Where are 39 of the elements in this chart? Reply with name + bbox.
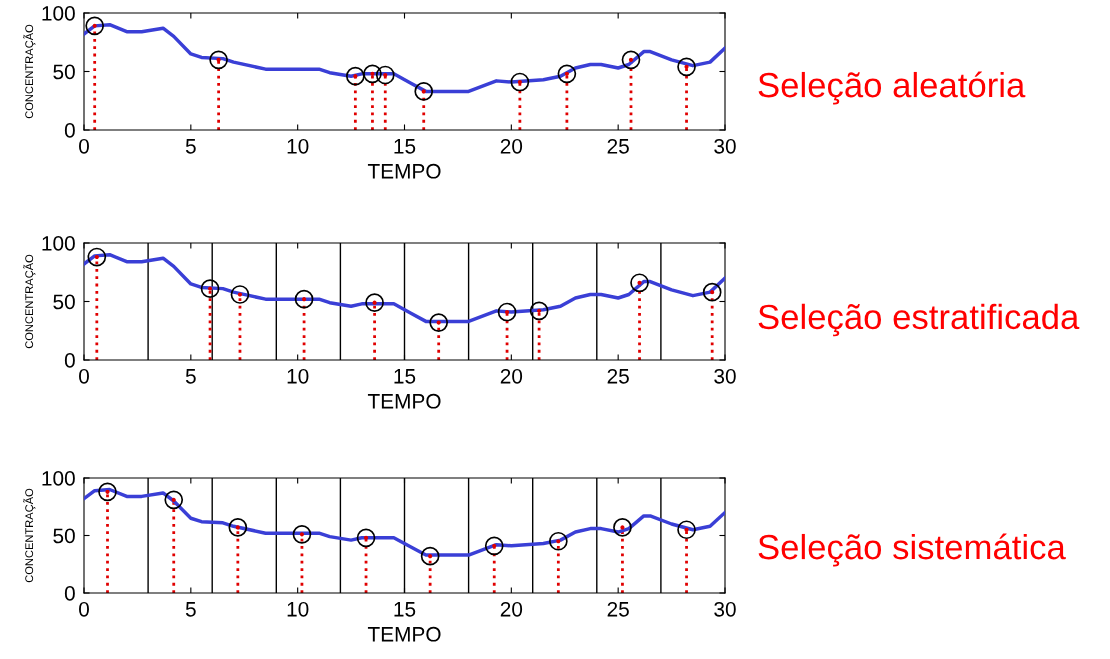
x-tick-label: 25: [607, 368, 629, 384]
y-tick-label: 50: [53, 528, 75, 544]
y-axis-title: CONCENTRAÇÃO: [23, 254, 36, 349]
x-tick-label: 20: [500, 368, 523, 384]
y-tick-label: 0: [64, 586, 75, 601]
y-tick-label: 50: [53, 64, 75, 80]
x-tick-label: 15: [394, 369, 416, 384]
y-axis-title: CONCENTRAÇÃO: [23, 24, 36, 119]
x-tick-label: 5: [185, 602, 196, 617]
x-tick-label: 15: [394, 139, 416, 154]
x-tick-label: 5: [185, 139, 196, 154]
x-axis-title: TEMPO: [367, 163, 441, 179]
x-tick-label: 30: [714, 601, 736, 617]
x-tick-label: 20: [500, 138, 523, 154]
x-tick-label: 25: [607, 601, 629, 617]
x-tick-label: 25: [607, 138, 629, 154]
x-axis-title: TEMPO: [367, 626, 441, 642]
y-axis-title: CONCENTRAÇÃO: [23, 488, 36, 583]
x-tick-label: 30: [714, 138, 736, 154]
x-tick-label: 5: [185, 369, 196, 384]
text: Seleção estratificada: [758, 303, 1080, 337]
text: Seleção aleatória: [758, 71, 1026, 105]
x-tick-label: 0: [79, 368, 89, 384]
text: Seleção sistemática: [758, 533, 1066, 567]
y-tick-label: 100: [42, 236, 75, 251]
x-tick-label: 0: [79, 601, 89, 617]
x-tick-label: 10: [287, 601, 309, 617]
y-tick-label: 50: [53, 294, 75, 310]
y-tick-label: 100: [42, 471, 75, 486]
y-tick-label: 100: [42, 6, 75, 21]
x-tick-label: 10: [287, 368, 309, 384]
x-axis-title: TEMPO: [367, 393, 441, 409]
x-tick-label: 30: [714, 368, 736, 384]
x-tick-label: 15: [394, 602, 416, 617]
y-tick-label: 0: [64, 123, 75, 138]
x-tick-label: 0: [79, 138, 89, 154]
x-tick-label: 10: [287, 138, 309, 154]
y-tick-label: 0: [64, 353, 75, 368]
x-tick-label: 20: [500, 601, 523, 617]
